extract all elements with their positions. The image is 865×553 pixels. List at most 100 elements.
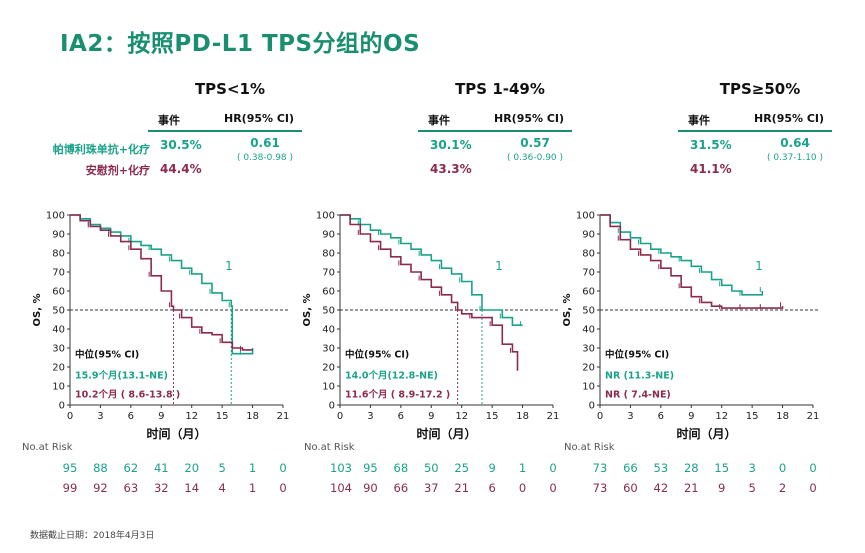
risk-count-placebo: 5 — [748, 481, 756, 495]
risk-count-placebo: 73 — [592, 481, 608, 495]
y-axis-label: OS, % — [32, 293, 43, 326]
y-tick-label: 100 — [576, 211, 595, 222]
x-axis-label: 时间（月） — [676, 426, 736, 441]
risk-count-placebo: 6 — [488, 481, 496, 495]
risk-count-pembro: 66 — [623, 461, 638, 475]
median-placebo: NR ( 7.4-NE) — [605, 389, 671, 400]
curve-label: 1 — [225, 259, 233, 273]
page-title: IA2：按照PD-L1 TPS分组的OS — [60, 31, 421, 57]
panel-title: TPS 1-49% — [455, 80, 545, 98]
median-pembro: 14.0个月(12.8-NE) — [345, 369, 438, 381]
y-tick-label: 0 — [329, 401, 335, 412]
risk-count-pembro: 3 — [748, 461, 756, 475]
risk-count-placebo: 63 — [123, 481, 139, 495]
hr-header: HR(95% CI) — [754, 112, 825, 125]
y-tick-label: 0 — [59, 401, 65, 412]
table-divider — [678, 130, 832, 132]
hr-ci: ( 0.38-0.98 ) — [236, 153, 294, 163]
table-divider — [148, 130, 302, 132]
risk-count-pembro: 88 — [93, 461, 108, 475]
risk-count-placebo: 42 — [653, 481, 669, 495]
curve-label: 1 — [755, 259, 763, 273]
y-tick-label: 10 — [582, 382, 595, 393]
x-tick-label: 6 — [128, 411, 134, 422]
y-tick-label: 90 — [52, 230, 65, 241]
y-tick-label: 50 — [582, 306, 595, 317]
km-curve-pembro — [70, 214, 254, 355]
x-tick-label: 18 — [246, 411, 259, 422]
risk-count-placebo: 2 — [778, 481, 787, 495]
x-tick-label: 3 — [97, 411, 103, 422]
risk-count-pembro: 68 — [393, 461, 409, 475]
y-tick-label: 60 — [322, 287, 335, 298]
y-tick-label: 80 — [322, 249, 335, 260]
hr-value: 0.61 — [250, 136, 280, 150]
km-curve-placebo — [70, 214, 253, 351]
risk-count-pembro: 53 — [653, 461, 669, 475]
y-tick-label: 70 — [322, 268, 335, 279]
arm-label-placebo: 安慰剂+化疗 — [85, 164, 150, 177]
risk-count-pembro: 95 — [62, 461, 78, 475]
risk-count-placebo: 90 — [363, 481, 378, 495]
risk-count-pembro: 28 — [683, 461, 699, 475]
x-tick-label: 3 — [367, 411, 373, 422]
events-placebo: 41.1% — [690, 162, 732, 176]
risk-count-placebo: 32 — [153, 481, 169, 495]
hr-value: 0.57 — [520, 136, 550, 150]
risk-count-pembro: 73 — [592, 461, 608, 475]
y-tick-label: 70 — [52, 268, 65, 279]
x-tick-label: 9 — [428, 411, 434, 422]
median-header: 中位(95% CI) — [605, 349, 669, 361]
km-plot: 0 10 20 30 40 50 60 70 80 90 100 0 3 6 9 12 15 18 21 时间（月） O… — [32, 211, 290, 442]
x-tick-label: 15 — [486, 411, 499, 422]
y-tick-label: 30 — [322, 344, 335, 355]
km-plot: 0 10 20 30 40 50 60 70 80 90 100 0 3 6 9 12 15 18 21 时间（月） O… — [302, 211, 560, 442]
x-tick-label: 9 — [688, 411, 694, 422]
risk-count-pembro: 95 — [363, 461, 378, 475]
x-tick-label: 21 — [277, 411, 290, 422]
median-pembro: NR (11.3-NE) — [605, 370, 674, 381]
x-tick-label: 21 — [547, 411, 560, 422]
risk-count-pembro: 0 — [809, 461, 817, 475]
median-header: 中位(95% CI) — [75, 349, 139, 361]
x-tick-label: 0 — [597, 411, 603, 422]
hr-ci: ( 0.36-0.90 ) — [506, 153, 564, 163]
risk-count-placebo: 92 — [93, 481, 108, 495]
risk-count-pembro: 0 — [549, 461, 557, 475]
arm-label-pembro: 帕博利珠单抗+化疗 — [52, 143, 150, 156]
risk-count-placebo: 4 — [218, 481, 226, 495]
x-tick-label: 18 — [776, 411, 789, 422]
risk-count-placebo: 60 — [623, 481, 638, 495]
risk-count-placebo: 9 — [718, 481, 726, 495]
y-tick-label: 20 — [322, 363, 335, 374]
y-tick-label: 40 — [582, 325, 595, 336]
y-tick-label: 50 — [52, 306, 65, 317]
events-placebo: 43.3% — [430, 162, 472, 176]
events-pembro: 30.5% — [160, 138, 202, 152]
y-tick-label: 20 — [52, 363, 65, 374]
events-pembro: 31.5% — [690, 138, 732, 152]
y-tick-label: 10 — [322, 382, 335, 393]
risk-table-label: No.at Risk — [22, 442, 73, 453]
risk-count-placebo: 0 — [809, 481, 817, 495]
risk-count-pembro: 103 — [330, 461, 352, 475]
panel-title: TPS≥50% — [719, 80, 801, 98]
risk-count-pembro: 1 — [518, 461, 527, 475]
median-placebo: 11.6个月 ( 8.9-17.2 ) — [345, 388, 450, 400]
x-axis-label: 时间（月） — [146, 426, 206, 441]
events-header: 事件 — [688, 114, 710, 127]
events-placebo: 44.4% — [160, 162, 202, 176]
risk-count-pembro: 20 — [184, 461, 200, 475]
median-header: 中位(95% CI) — [345, 349, 409, 361]
x-tick-label: 6 — [398, 411, 404, 422]
y-tick-label: 30 — [582, 344, 595, 355]
y-tick-label: 100 — [46, 211, 65, 222]
y-tick-label: 40 — [322, 325, 335, 336]
y-tick-label: 100 — [316, 211, 335, 222]
risk-count-pembro: 5 — [218, 461, 226, 475]
y-tick-label: 70 — [582, 268, 595, 279]
data-cutoff-note: 数据截止日期：2018年4月3日 — [30, 531, 155, 541]
hr-header: HR(95% CI) — [224, 112, 295, 125]
risk-count-pembro: 50 — [423, 461, 439, 475]
risk-count-placebo: 1 — [248, 481, 257, 495]
